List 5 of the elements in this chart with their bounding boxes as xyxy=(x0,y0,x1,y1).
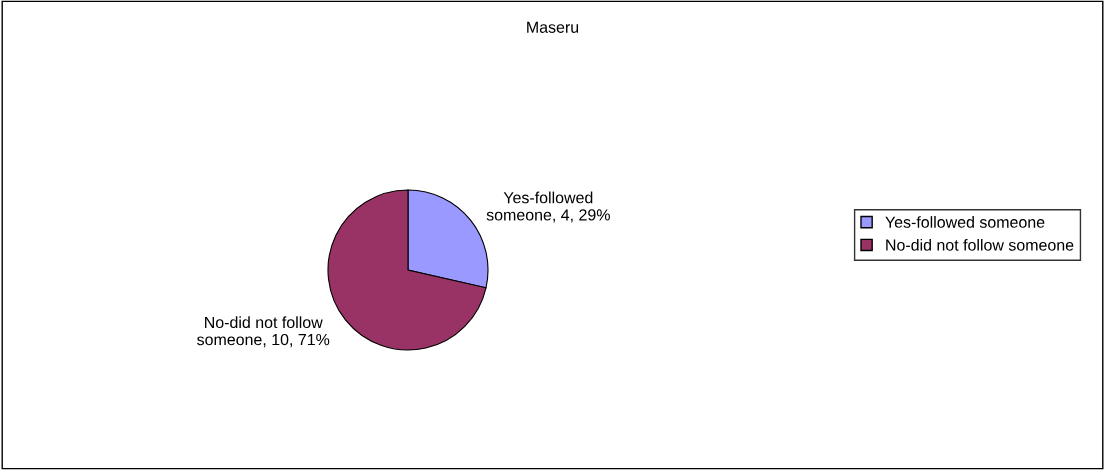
data-label: Yes-followed someone, 4, 29% xyxy=(486,191,610,223)
legend-label: No-did not follow someone xyxy=(886,238,1074,251)
data-label: No-did not follow someone, 10, 71% xyxy=(197,316,330,348)
legend-label: Yes-followed someone xyxy=(885,216,1045,228)
chart-title: Maseru xyxy=(527,21,579,33)
